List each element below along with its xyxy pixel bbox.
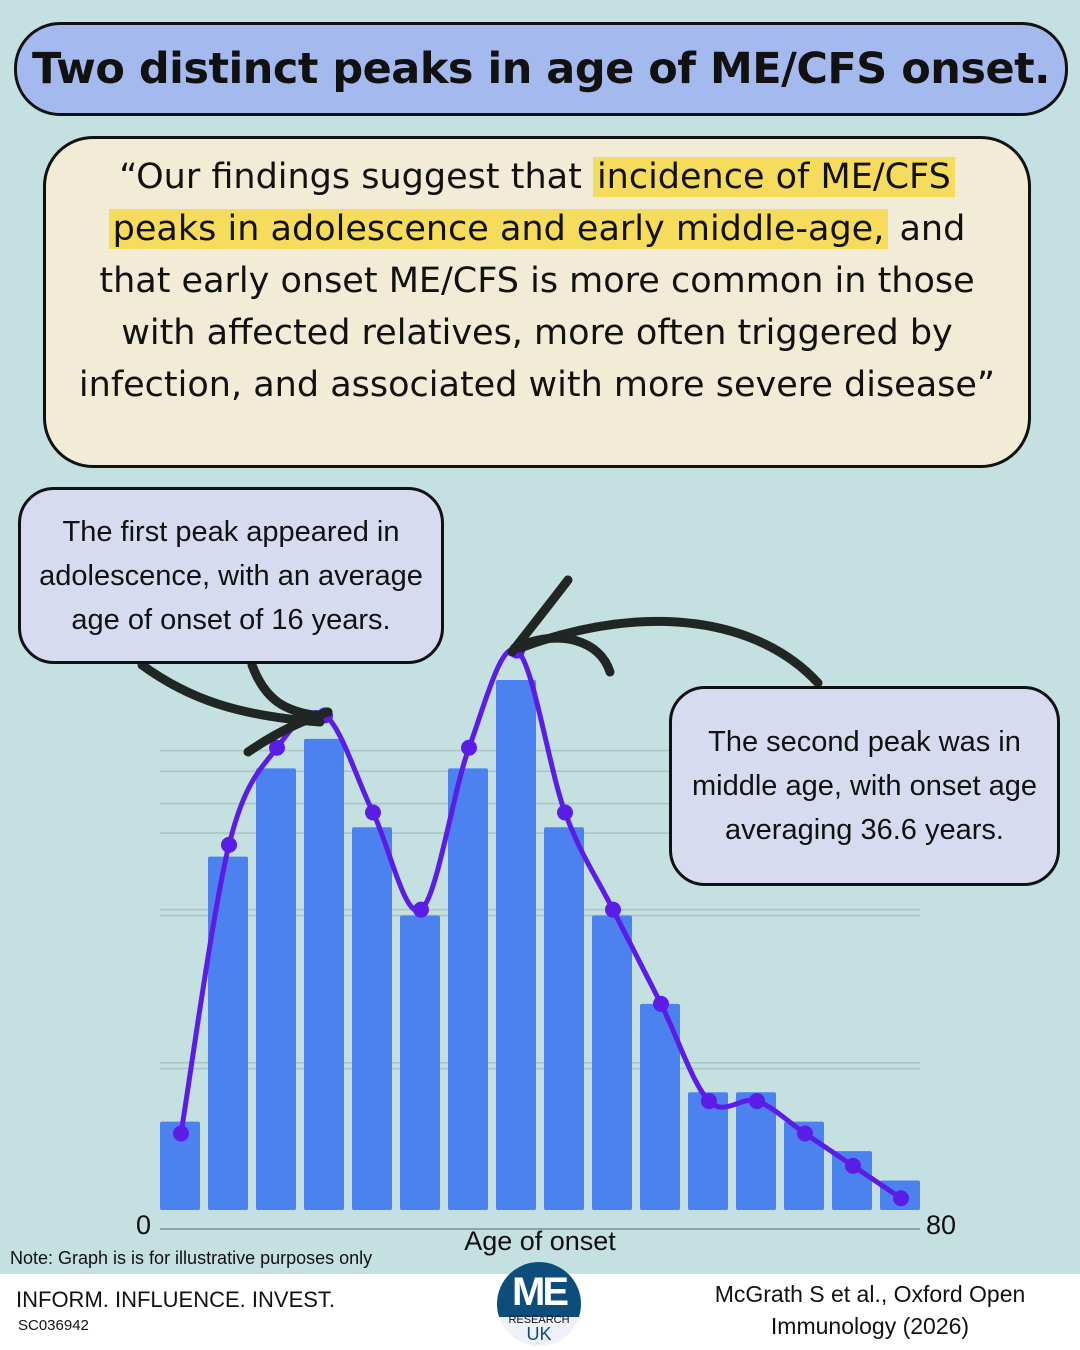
trend-point: [653, 995, 669, 1012]
citation-line-2: Immunology (2026): [770, 1313, 970, 1339]
quote-box: “Our findings suggest that incidence of …: [43, 136, 1031, 468]
bar: [256, 768, 296, 1210]
logo-uk: UK: [526, 1324, 552, 1344]
trend-point: [893, 1190, 909, 1207]
logo-research: RESEARCH: [508, 1314, 570, 1326]
bar: [496, 680, 536, 1210]
bar: [160, 1121, 200, 1210]
trend-point: [173, 1125, 189, 1142]
disclaimer-note: Note: Graph is is for illustrative purpo…: [10, 1248, 373, 1268]
bar: [352, 827, 392, 1210]
quote-text-end: and that early onset ME/CFS is more comm…: [78, 209, 996, 405]
quote-text-start: “Our findings suggest that: [119, 157, 593, 197]
bar: [832, 1151, 872, 1210]
bar: [448, 768, 488, 1210]
trend-point: [413, 901, 429, 918]
logo-me: ME: [497, 1262, 581, 1317]
citation: McGrath S et al., Oxford Open Immunology …: [680, 1278, 1060, 1342]
bar: [400, 915, 440, 1210]
trend-point: [221, 836, 237, 853]
trend-point: [557, 804, 573, 821]
trend-point: [845, 1157, 861, 1174]
trend-point: [797, 1125, 813, 1142]
page-title: Two distinct peaks in age of ME/CFS onse…: [14, 22, 1068, 116]
trend-point: [701, 1093, 717, 1110]
bar: [544, 827, 584, 1210]
bar: [736, 1092, 776, 1210]
charity-number: SC036942: [18, 1317, 89, 1334]
bar: [304, 738, 344, 1210]
me-research-uk-logo: ME RESEARCH UK: [497, 1262, 581, 1346]
bar: [640, 1003, 680, 1210]
quote-highlight-1: incidence of ME/CFS: [592, 157, 955, 197]
trend-point: [365, 804, 381, 821]
bar: [208, 856, 248, 1210]
tagline: INFORM. INFLUENCE. INVEST.: [16, 1287, 336, 1312]
x-tick-label: 80: [926, 1210, 957, 1240]
first-peak-callout: The first peak appeared in adolescence, …: [18, 487, 444, 664]
citation-line-1: McGrath S et al., Oxford Open: [714, 1281, 1026, 1307]
trend-point: [461, 739, 477, 756]
bar: [784, 1121, 824, 1210]
trend-point: [749, 1093, 765, 1110]
bar: [592, 915, 632, 1210]
quote-highlight-2: peaks in adolescence and early middle-ag…: [108, 209, 889, 249]
arrow-second-peak: [507, 575, 823, 688]
second-peak-callout: The second peak was in middle age, with …: [669, 686, 1060, 886]
trend-point: [269, 739, 285, 756]
x-tick-label: 0: [136, 1210, 152, 1240]
arrow-first-peak: [137, 660, 333, 757]
x-axis-label: Age of onset: [464, 1226, 616, 1256]
trend-point: [605, 901, 621, 918]
bars: [160, 680, 920, 1210]
bar: [688, 1092, 728, 1210]
